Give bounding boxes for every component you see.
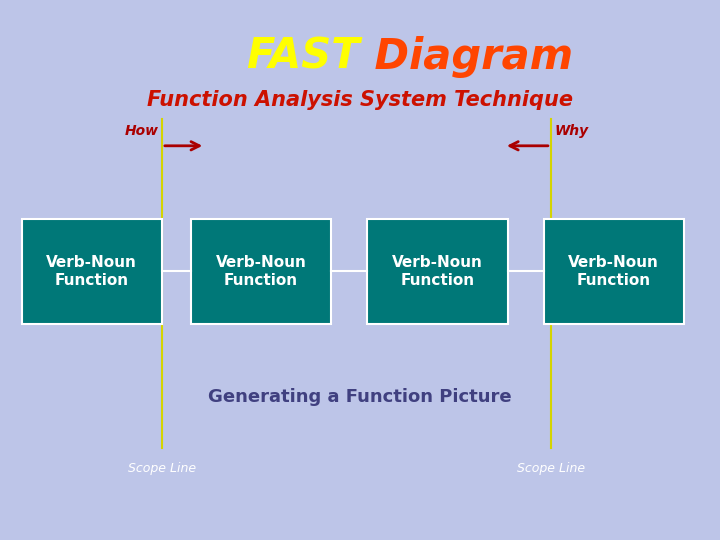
Text: Why: Why bbox=[554, 124, 588, 138]
Text: Function Analysis System Technique: Function Analysis System Technique bbox=[147, 90, 573, 110]
Text: Verb-Noun
Function: Verb-Noun Function bbox=[215, 255, 307, 287]
FancyBboxPatch shape bbox=[367, 219, 508, 324]
Text: Scope Line: Scope Line bbox=[517, 462, 585, 475]
Text: Verb-Noun
Function: Verb-Noun Function bbox=[46, 255, 138, 287]
Text: Scope Line: Scope Line bbox=[128, 462, 196, 475]
Text: FAST: FAST bbox=[246, 36, 360, 78]
Text: How: How bbox=[125, 124, 158, 138]
Text: Verb-Noun
Function: Verb-Noun Function bbox=[392, 255, 483, 287]
Text: Diagram: Diagram bbox=[360, 36, 573, 78]
FancyBboxPatch shape bbox=[191, 219, 331, 324]
Text: Generating a Function Picture: Generating a Function Picture bbox=[208, 388, 512, 406]
FancyBboxPatch shape bbox=[22, 219, 162, 324]
Text: Verb-Noun
Function: Verb-Noun Function bbox=[568, 255, 660, 287]
FancyBboxPatch shape bbox=[544, 219, 684, 324]
